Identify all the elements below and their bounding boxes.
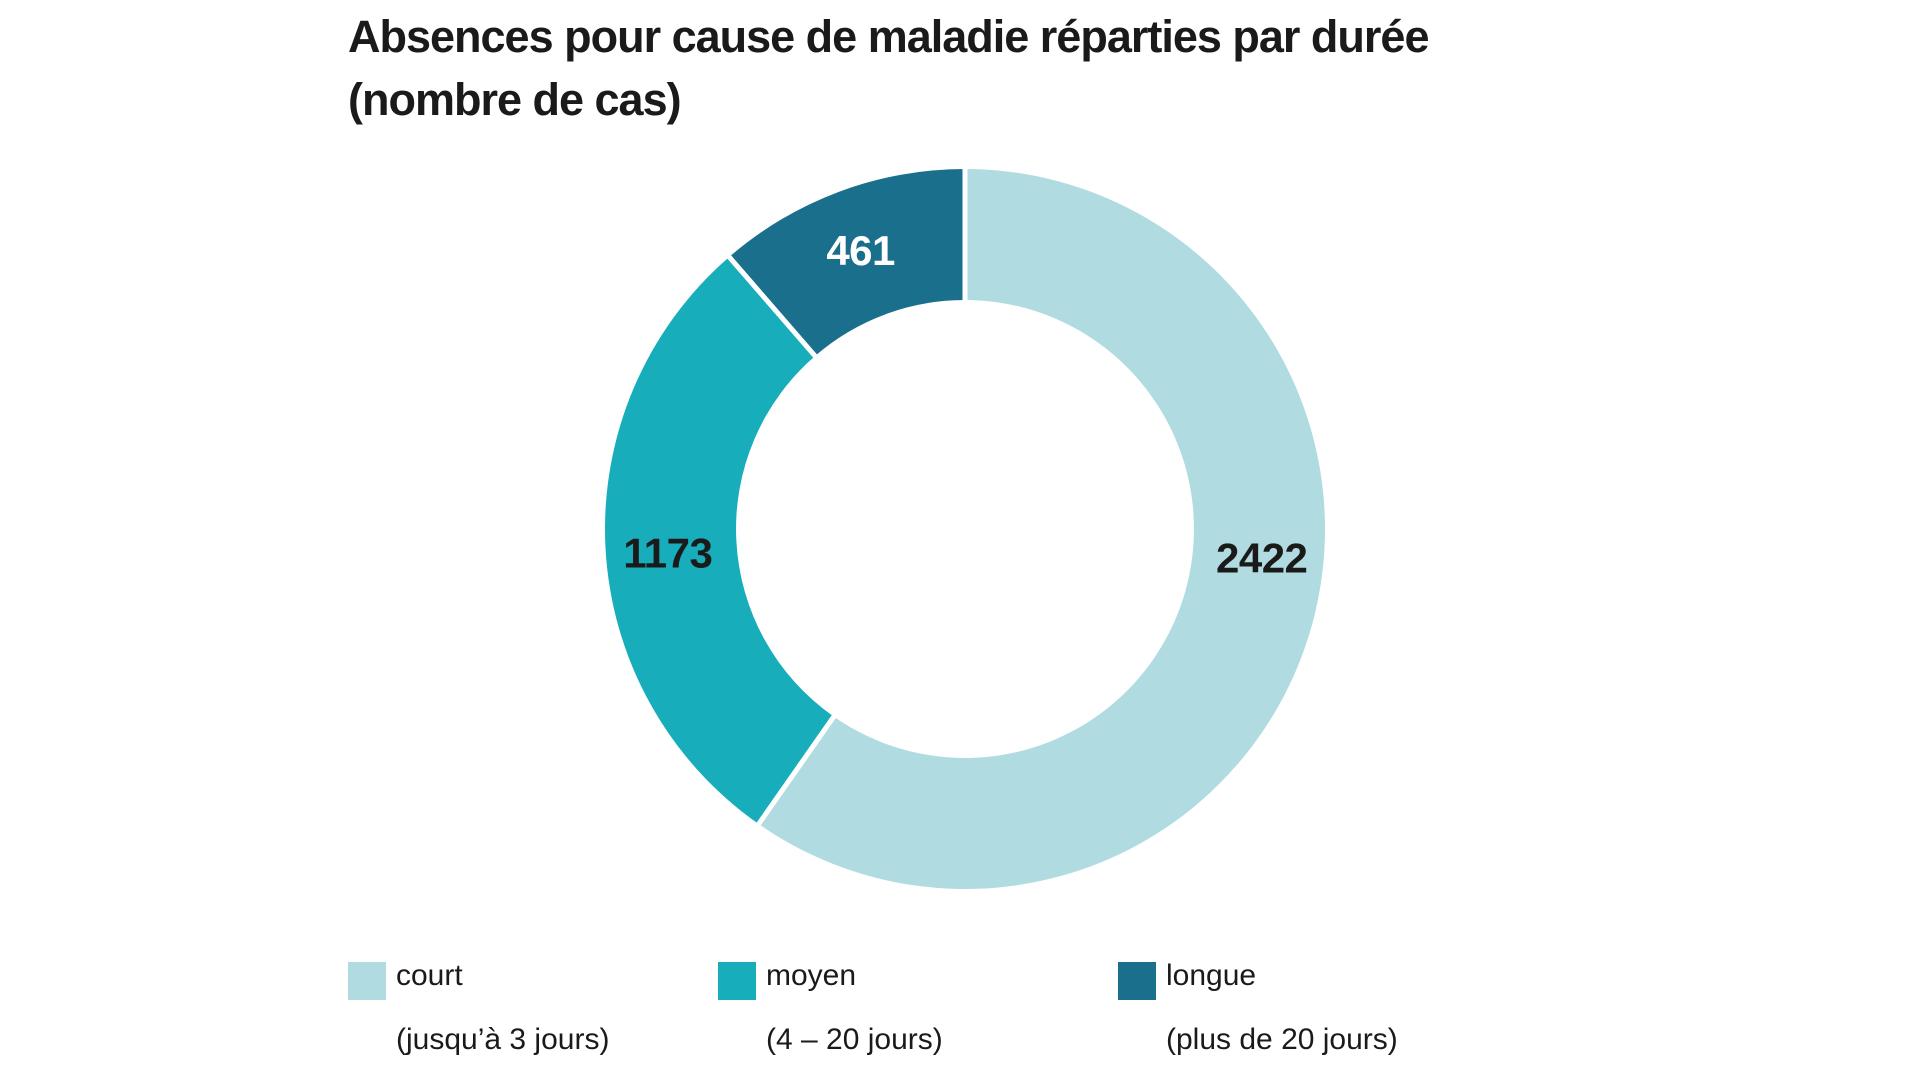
- legend-swatch-moyen: [718, 962, 756, 1000]
- legend-item-court: court (jusqu’à 3 jours): [348, 956, 609, 1060]
- legend-sublabel-moyen: (4 – 20 jours): [766, 1023, 943, 1056]
- donut-chart: 2422 1173 461: [605, 165, 1325, 889]
- legend-swatch-longue: [1118, 962, 1156, 1000]
- legend-label-moyen: moyen: [766, 959, 857, 992]
- donut-segment-longue: [729, 169, 965, 356]
- legend-item-moyen: moyen (4 – 20 jours): [718, 956, 943, 1060]
- donut-segment-court: [758, 169, 1325, 889]
- legend-label-court: court: [396, 959, 463, 992]
- legend-sublabel-court: (jusqu’à 3 jours): [396, 1023, 610, 1056]
- value-label-court: 2422: [1216, 535, 1307, 582]
- legend-sublabel-longue: (plus de 20 jours): [1166, 1023, 1398, 1056]
- legend-label-longue: longue: [1166, 959, 1257, 992]
- chart-title-line1: Absences pour cause de maladie réparties…: [348, 11, 1429, 62]
- segment-separator-2: [724, 252, 820, 361]
- value-label-moyen: 1173: [623, 530, 712, 577]
- donut-segment-moyen: [605, 256, 834, 825]
- segment-separator-1: [754, 711, 839, 829]
- chart-title-line2: (nombre de cas): [348, 74, 682, 125]
- legend-item-longue: longue (plus de 20 jours): [1118, 956, 1398, 1060]
- legend-swatch-court: [348, 962, 386, 1000]
- value-label-longue: 461: [826, 227, 895, 274]
- page-title: Absences pour cause de maladie réparties…: [348, 5, 1429, 131]
